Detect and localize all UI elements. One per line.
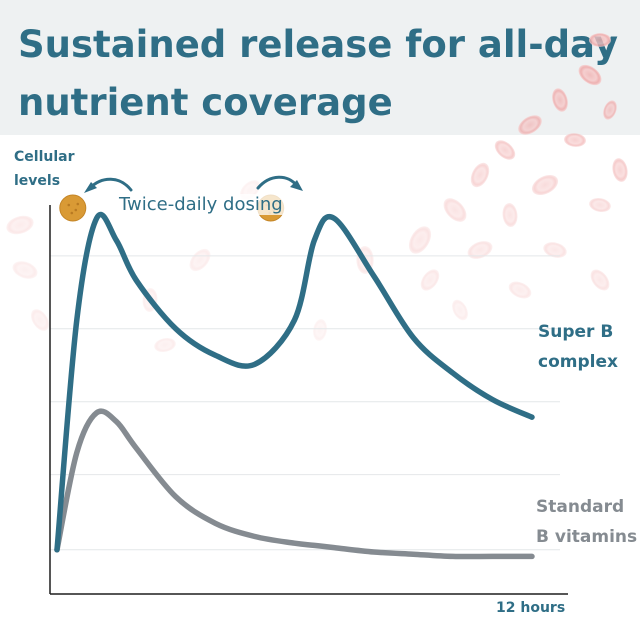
capsule-speck [74, 208, 78, 212]
x-axis-label: 12 hours [496, 600, 566, 616]
blood-cells-decoration [6, 33, 628, 353]
blood-cell [154, 337, 176, 353]
dosing-annotation: Twice-daily dosing [116, 194, 286, 215]
capsule-speck [67, 203, 71, 207]
series-lines [54, 211, 535, 560]
capsule-icon [59, 194, 87, 222]
capsule-speck [76, 202, 80, 206]
blood-cell [408, 226, 432, 254]
blood-cell [518, 115, 542, 135]
blood-cell [603, 100, 617, 120]
arrow-right-head [290, 180, 303, 191]
blood-cell [543, 242, 567, 258]
blood-cell [590, 269, 610, 291]
chart-grid [50, 255, 560, 551]
series-line-standard-b [54, 408, 535, 560]
blood-cell [313, 319, 327, 341]
blood-cell [494, 140, 516, 160]
series-label-standard-b: Standard B vitamins [536, 497, 638, 547]
blood-cell [443, 198, 467, 222]
blood-cell [189, 248, 211, 272]
page-title: Sustained release for all-day nutrient c… [18, 23, 619, 124]
blood-cell [578, 64, 602, 86]
blood-cell [612, 158, 628, 182]
header-band [0, 0, 640, 135]
blood-cell [589, 198, 611, 212]
blood-cell [12, 261, 38, 279]
arrow-left-head [84, 182, 97, 193]
blood-cell [564, 133, 586, 147]
blood-cell [467, 241, 493, 259]
series-label-super-b: Super B complex [538, 322, 618, 372]
y-axis-label: Cellular levels [14, 149, 75, 189]
blood-cell [452, 299, 468, 321]
blood-cell [470, 162, 490, 188]
capsule-speck [70, 211, 74, 215]
blood-cell [502, 203, 518, 227]
blood-cell [420, 269, 440, 291]
blood-cell [6, 215, 34, 235]
blood-cell [531, 174, 559, 196]
blood-cell [508, 281, 532, 299]
series-line-super-b [54, 211, 535, 553]
blood-cell [30, 309, 50, 331]
blood-cell [552, 88, 568, 112]
blood-cell [589, 33, 611, 47]
